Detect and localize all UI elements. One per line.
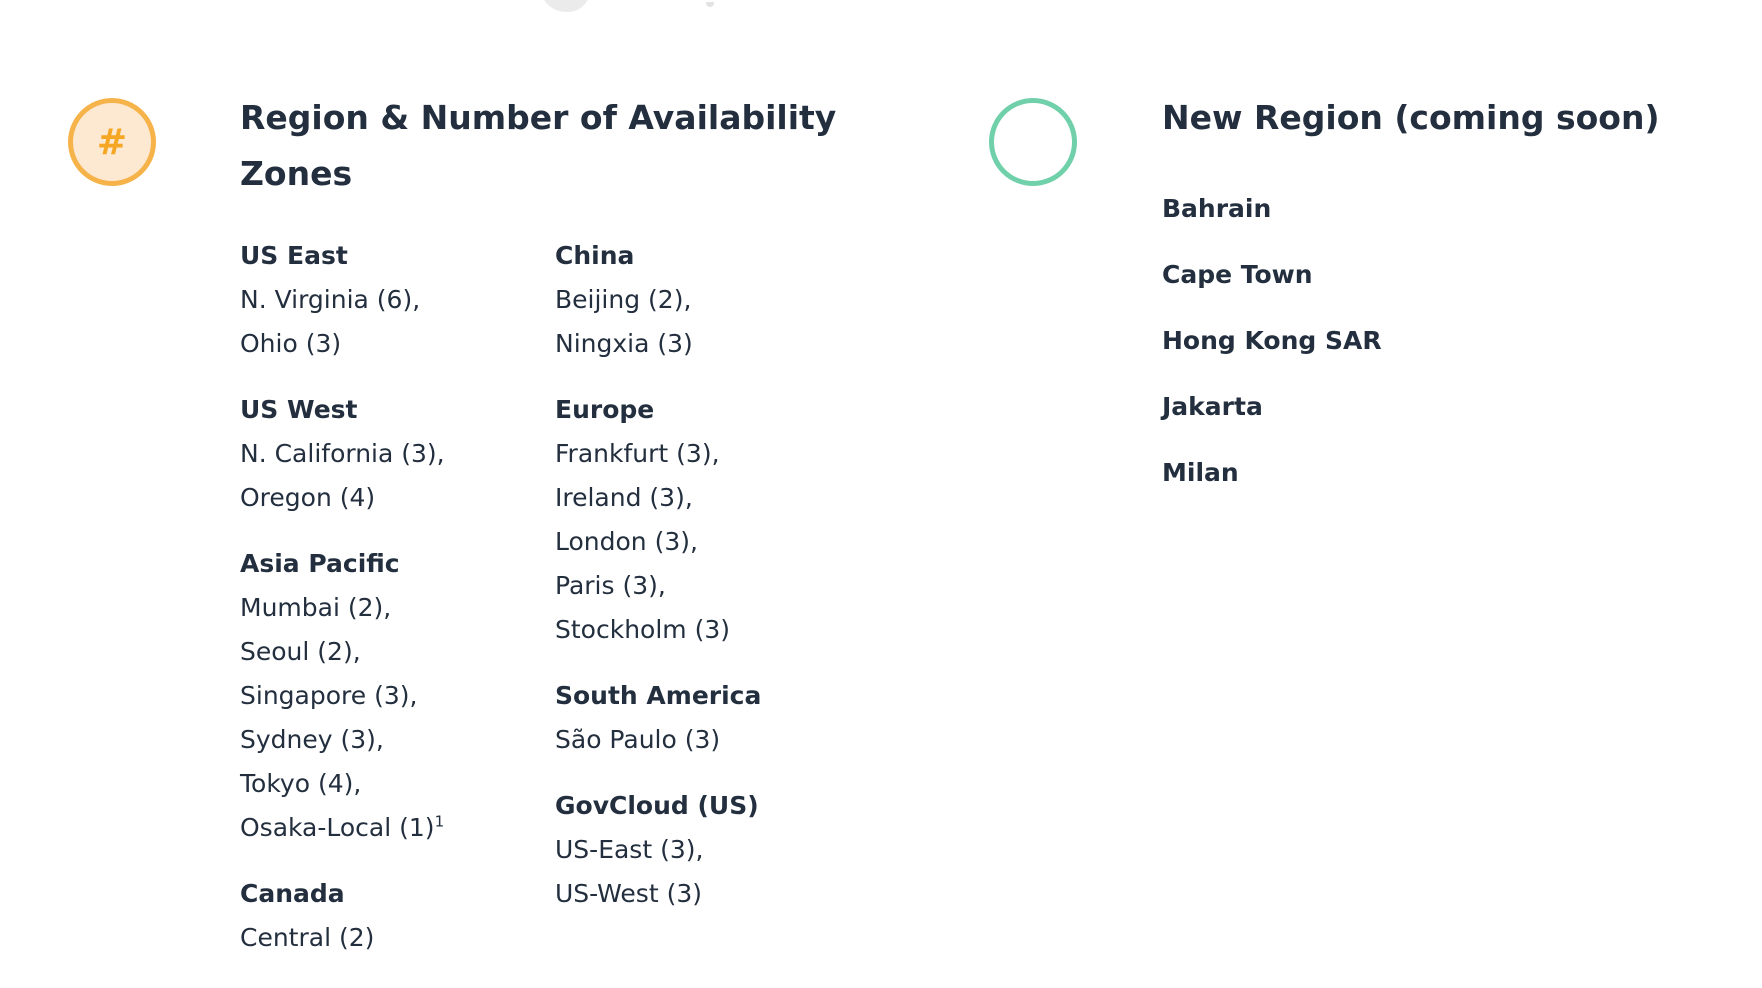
region-location: Tokyo (4), bbox=[240, 762, 540, 806]
region-group-name: Asia Pacific bbox=[240, 549, 400, 578]
new-region-bahrain: Bahrain bbox=[1162, 194, 1272, 223]
region-location-text: São Paulo (3) bbox=[555, 725, 721, 754]
region-location: N. California (3), bbox=[240, 432, 540, 476]
region-location-text: Beijing (2), bbox=[555, 285, 692, 314]
region-location: Central (2) bbox=[240, 916, 540, 960]
region-location-text: Paris (3), bbox=[555, 571, 666, 600]
region-column-2: China Beijing (2), Ningxia (3) Europe Frankf… bbox=[555, 234, 855, 938]
region-group-name: Canada bbox=[240, 879, 345, 908]
new-region-cape-town: Cape Town bbox=[1162, 260, 1313, 289]
hash-symbol: # bbox=[96, 121, 128, 163]
region-location: Frankfurt (3), bbox=[555, 432, 855, 476]
region-location: Beijing (2), bbox=[555, 278, 855, 322]
region-location-text: Central (2) bbox=[240, 923, 375, 952]
hash-circle-icon: # bbox=[68, 98, 156, 186]
region-group-name: US West bbox=[240, 395, 358, 424]
region-location: Ningxia (3) bbox=[555, 322, 855, 366]
ring-circle-icon bbox=[989, 98, 1077, 186]
region-availability-zones-title: Region & Number of Availability Zones bbox=[240, 98, 837, 193]
region-location-text: Ireland (3), bbox=[555, 483, 693, 512]
region-location: Mumbai (2), bbox=[240, 586, 540, 630]
region-column-1: US East N. Virginia (6), Ohio (3) US West N.… bbox=[240, 234, 540, 982]
region-location-text: Mumbai (2), bbox=[240, 593, 392, 622]
region-group-us-east: US East N. Virginia (6), Ohio (3) bbox=[240, 234, 540, 366]
region-group-govcloud-us: GovCloud (US) US-East (3), US-West (3) bbox=[555, 784, 855, 916]
region-location-text: Seoul (2), bbox=[240, 637, 361, 666]
region-location-text: Ohio (3) bbox=[240, 329, 342, 358]
region-location: Singapore (3), bbox=[240, 674, 540, 718]
footnote-marker: 1 bbox=[434, 812, 445, 831]
region-location: Seoul (2), bbox=[240, 630, 540, 674]
region-location: Ohio (3) bbox=[240, 322, 540, 366]
region-location: London (3), bbox=[555, 520, 855, 564]
map-graphic-dot bbox=[706, 2, 714, 7]
region-group-canada: Canada Central (2) bbox=[240, 872, 540, 960]
region-group-asia-pacific: Asia Pacific Mumbai (2), Seoul (2), Singapo… bbox=[240, 542, 540, 850]
region-location-text: Singapore (3), bbox=[240, 681, 418, 710]
region-group-europe: Europe Frankfurt (3), Ireland (3), London (… bbox=[555, 388, 855, 652]
region-group-name: South America bbox=[555, 681, 762, 710]
map-graphic-remnant bbox=[540, 0, 590, 12]
region-location-text: US-West (3) bbox=[555, 879, 702, 908]
region-location-text: N. Virginia (6), bbox=[240, 285, 421, 314]
region-location: Oregon (4) bbox=[240, 476, 540, 520]
region-location: Osaka-Local (1)1 bbox=[240, 806, 540, 850]
region-location-text: Osaka-Local (1) bbox=[240, 813, 435, 842]
region-location-text: Oregon (4) bbox=[240, 483, 376, 512]
region-location-text: Frankfurt (3), bbox=[555, 439, 720, 468]
region-group-name: China bbox=[555, 241, 635, 270]
region-location: Sydney (3), bbox=[240, 718, 540, 762]
region-location-text: Ningxia (3) bbox=[555, 329, 693, 358]
new-region-milan: Milan bbox=[1162, 458, 1239, 487]
region-location: Paris (3), bbox=[555, 564, 855, 608]
region-group-name: GovCloud (US) bbox=[555, 791, 759, 820]
region-location: Ireland (3), bbox=[555, 476, 855, 520]
region-location-text: London (3), bbox=[555, 527, 698, 556]
region-group-south-america: South America São Paulo (3) bbox=[555, 674, 855, 762]
new-region-title: New Region (coming soon) bbox=[1162, 98, 1660, 137]
region-location-text: Stockholm (3) bbox=[555, 615, 730, 644]
region-location: US-West (3) bbox=[555, 872, 855, 916]
region-location: US-East (3), bbox=[555, 828, 855, 872]
new-region-hong-kong-sar: Hong Kong SAR bbox=[1162, 326, 1382, 355]
region-location-text: Tokyo (4), bbox=[240, 769, 362, 798]
region-location-text: Sydney (3), bbox=[240, 725, 384, 754]
new-region-jakarta: Jakarta bbox=[1162, 392, 1263, 421]
region-location: Stockholm (3) bbox=[555, 608, 855, 652]
region-group-us-west: US West N. California (3), Oregon (4) bbox=[240, 388, 540, 520]
region-location: São Paulo (3) bbox=[555, 718, 855, 762]
region-group-name: US East bbox=[240, 241, 348, 270]
region-location-text: N. California (3), bbox=[240, 439, 445, 468]
region-group-name: Europe bbox=[555, 395, 655, 424]
region-group-china: China Beijing (2), Ningxia (3) bbox=[555, 234, 855, 366]
new-region-list: Bahrain Cape Town Hong Kong SAR Jakarta Mila… bbox=[1162, 176, 1662, 506]
region-location: N. Virginia (6), bbox=[240, 278, 540, 322]
region-location-text: US-East (3), bbox=[555, 835, 704, 864]
